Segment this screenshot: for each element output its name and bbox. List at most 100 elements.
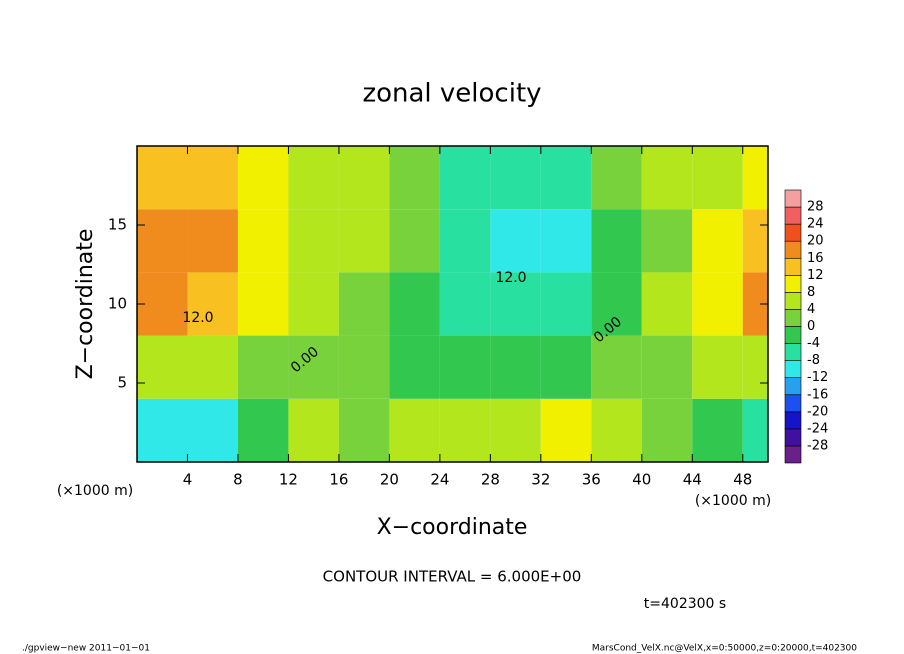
field-cell: [389, 398, 440, 462]
contour-label: 12.0: [495, 270, 526, 286]
colorbar-box: [784, 411, 802, 430]
field-cell: [742, 146, 768, 210]
field-cell: [338, 398, 390, 462]
y-tick-label: 15: [108, 216, 127, 234]
x-tick-label: 44: [683, 471, 702, 489]
field-cell: [288, 398, 339, 462]
time-label: t=402300 s: [644, 596, 726, 612]
field-cell: [237, 209, 289, 273]
contour-label: 12.0: [182, 310, 213, 326]
field-cell: [389, 272, 440, 336]
colorbar-box: [784, 257, 802, 276]
x-tick-label: 28: [481, 471, 500, 489]
colorbar-label: -4: [807, 336, 820, 351]
field-cell: [490, 209, 541, 273]
colorbar-box: [784, 360, 802, 378]
field-cell: [490, 335, 541, 399]
field-cell: [692, 209, 743, 273]
field-cell: [439, 335, 491, 399]
field-cell: [237, 398, 289, 462]
colorbar-box: [784, 377, 802, 396]
colorbar-box: [784, 309, 802, 327]
field-cell: [389, 209, 440, 273]
field-cell: [288, 146, 339, 210]
field-cell: [187, 209, 238, 273]
x-tick-label: 12: [279, 471, 298, 489]
field-cell: [338, 272, 390, 336]
colorbar-label: -20: [807, 404, 828, 419]
field-cell: [540, 398, 592, 462]
field-cell: [490, 146, 541, 210]
x-tick-label: 20: [380, 471, 399, 489]
field-cell: [540, 146, 592, 210]
field-cell: [742, 335, 768, 399]
colorbar-label: -24: [807, 421, 828, 436]
field-cell: [742, 398, 768, 462]
x-tick-label: 36: [582, 471, 601, 489]
colorbar-label: 12: [807, 268, 824, 283]
field-cell: [187, 335, 238, 399]
field-cell: [439, 146, 491, 210]
colorbar-box: [784, 445, 802, 464]
field-cell: [389, 146, 440, 210]
field-cell: [439, 398, 491, 462]
field-cell: [591, 272, 642, 336]
field-cell: [288, 335, 339, 399]
colorbar-label: -28: [807, 438, 828, 453]
colorbar-label: 4: [807, 302, 815, 317]
colorbar-label: 28: [807, 200, 824, 215]
field-cell: [439, 209, 491, 273]
field-cell: [641, 398, 693, 462]
field-cell: [288, 209, 339, 273]
field-cell: [591, 209, 642, 273]
field-cell: [742, 209, 768, 273]
contour-interval: CONTOUR INTERVAL = 6.000E+00: [323, 568, 582, 586]
colorbar-label: 8: [807, 285, 815, 300]
y-unit: (×1000 m): [57, 483, 133, 499]
x-unit: (×1000 m): [695, 493, 771, 509]
field-cell: [641, 335, 693, 399]
x-tick-label: 24: [430, 471, 449, 489]
field-cell: [591, 146, 642, 210]
x-tick-label: 16: [329, 471, 348, 489]
field-cell: [237, 335, 289, 399]
colorbar-label: 0: [807, 319, 815, 334]
colorbar-box: [784, 240, 802, 259]
field-cell: [137, 272, 188, 336]
field-cell: [540, 335, 592, 399]
chart-title: zonal velocity: [362, 79, 541, 109]
field-cell: [137, 398, 188, 462]
field-cell: [641, 146, 693, 210]
field-cell: [692, 335, 743, 399]
colorbar-box: [784, 275, 802, 293]
field-cell: [641, 272, 693, 336]
colorbar-label: 16: [807, 251, 824, 266]
colorbar-label: -16: [807, 387, 828, 402]
footer-left: ./gpview−new 2011−01−01: [22, 644, 150, 654]
field-cell: [591, 335, 642, 399]
field-cell: [490, 398, 541, 462]
field-cell: [490, 272, 541, 336]
y-tick-label: 10: [108, 295, 127, 313]
footer-right: MarsCond_VelX.nc@VelX,x=0:50000,z=0:2000…: [592, 644, 857, 654]
field-cell: [137, 335, 188, 399]
y-axis-label: Z−coordinate: [73, 229, 98, 380]
colorbar-box: [784, 292, 802, 310]
x-tick-label: 48: [733, 471, 752, 489]
field-cell: [237, 272, 289, 336]
colorbar-box: [784, 189, 802, 208]
field-cell: [692, 272, 743, 336]
colorbar-box: [784, 326, 802, 344]
field-cell: [540, 209, 592, 273]
colorbar-label: 20: [807, 234, 824, 249]
field-cell: [237, 146, 289, 210]
colorbar-box: [784, 206, 802, 225]
field-cell: [187, 146, 238, 210]
colorbar-box: [784, 394, 802, 413]
field-cell: [591, 398, 642, 462]
field-cell: [389, 335, 440, 399]
field-cell: [137, 209, 188, 273]
field-cell: [288, 272, 339, 336]
field-cell: [187, 272, 238, 336]
